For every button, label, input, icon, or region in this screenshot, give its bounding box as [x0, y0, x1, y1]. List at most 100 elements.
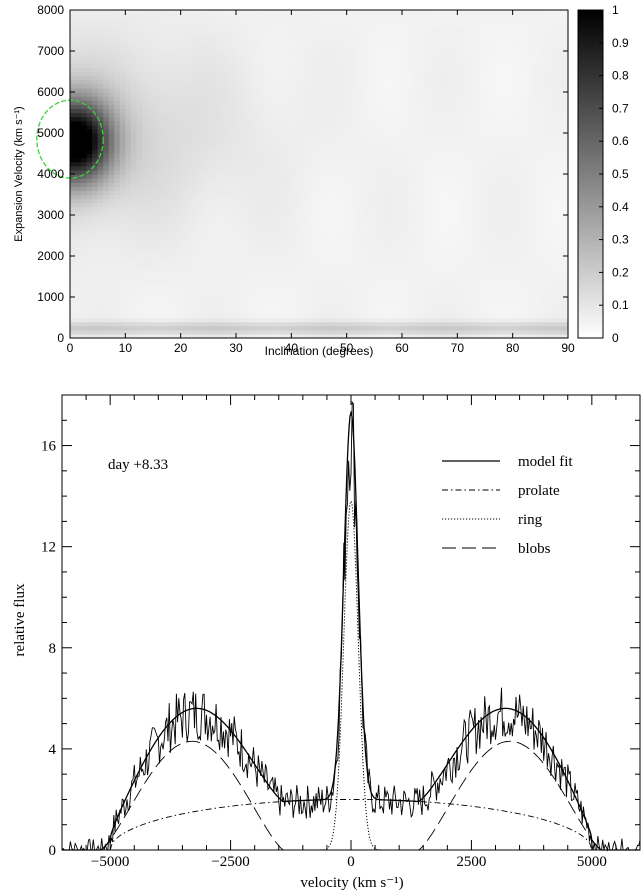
- heatmap-cell: [374, 59, 381, 64]
- heatmap-cell: [180, 190, 187, 196]
- heatmap-cell: [396, 120, 403, 126]
- heatmap-cell: [92, 51, 99, 56]
- heatmap-cell: [296, 247, 303, 253]
- heatmap-cell: [396, 22, 403, 27]
- heatmap-cell: [285, 243, 292, 249]
- heatmap-cell: [136, 264, 143, 269]
- heatmap-cell: [202, 63, 209, 68]
- heatmap-cell: [158, 63, 165, 68]
- heatmap-cell: [191, 96, 198, 101]
- heatmap-cell: [230, 87, 237, 93]
- heatmap-cell: [263, 71, 270, 77]
- heatmap-cell: [81, 321, 88, 327]
- heatmap-cell: [396, 174, 403, 179]
- heatmap-cell: [186, 108, 193, 114]
- heatmap-cell: [285, 251, 292, 257]
- heatmap-cell: [241, 206, 248, 212]
- heatmap-cell: [252, 157, 259, 163]
- heatmap-cell: [213, 75, 220, 81]
- heatmap-cell: [186, 79, 193, 85]
- heatmap-cell: [263, 22, 270, 27]
- heatmap-cell: [224, 46, 232, 52]
- heatmap-cell: [247, 227, 254, 232]
- heatmap-cell: [352, 194, 359, 200]
- heatmap-cell: [213, 256, 220, 261]
- heatmap-cell: [186, 26, 193, 32]
- heatmap-cell: [402, 256, 409, 261]
- heatmap-cell: [413, 182, 420, 187]
- heatmap-cell: [97, 133, 104, 138]
- heatmap-cell: [390, 219, 398, 224]
- heatmap-cell: [302, 34, 309, 40]
- heatmap-cell: [252, 268, 259, 273]
- heatmap-cell: [269, 210, 276, 216]
- heatmap-cell: [319, 227, 326, 232]
- heatmap-cell: [385, 120, 392, 126]
- heatmap-cell: [219, 75, 226, 81]
- heatmap-cell: [175, 288, 182, 294]
- heatmap-cell: [119, 87, 126, 93]
- heatmap-cell: [75, 96, 82, 101]
- heatmap-cell: [208, 87, 215, 93]
- heatmap-cell: [379, 198, 386, 204]
- heatmap-cell: [379, 165, 386, 171]
- heatmap-cell: [202, 268, 209, 273]
- heatmap-cell: [335, 128, 342, 134]
- heatmap-cell: [368, 34, 375, 40]
- heatmap-cell: [241, 104, 248, 109]
- heatmap-cell: [352, 18, 359, 23]
- heatmap-cell: [258, 63, 265, 68]
- heatmap-cell: [313, 309, 320, 314]
- heatmap-cell: [413, 219, 420, 224]
- heatmap-cell: [191, 92, 198, 97]
- heatmap-cell: [368, 153, 375, 159]
- heatmap-cell: [175, 67, 182, 73]
- heatmap-cell: [230, 96, 237, 101]
- heatmap-cell: [81, 128, 88, 134]
- heatmap-cell: [175, 325, 182, 331]
- heatmap-cell: [130, 256, 137, 261]
- heatmap-cell: [390, 83, 398, 89]
- heatmap-cell: [402, 215, 409, 220]
- heatmap-cell: [130, 297, 137, 302]
- heatmap-cell: [368, 96, 375, 101]
- heatmap-cell: [219, 198, 226, 204]
- heatmap-cell: [379, 79, 386, 85]
- heatmap-cell: [119, 137, 126, 142]
- heatmap-cell: [141, 169, 149, 175]
- heatmap-cell: [396, 260, 403, 265]
- heatmap-cell: [191, 247, 198, 253]
- heatmap-cell: [147, 256, 154, 261]
- heatmap-cell: [241, 83, 248, 89]
- heatmap-cell: [81, 96, 88, 101]
- heatmap-cell: [141, 100, 149, 105]
- heatmap-cell: [324, 161, 331, 167]
- heatmap-cell: [274, 301, 281, 306]
- heatmap-cell: [141, 317, 149, 323]
- heatmap-cell: [141, 149, 149, 155]
- heatmap-cell: [302, 239, 309, 245]
- heatmap-cell: [213, 325, 220, 331]
- heatmap-cell: [213, 59, 220, 64]
- heatmap-cell: [319, 75, 326, 81]
- heatmap-cell: [379, 313, 386, 319]
- heatmap-cell: [219, 169, 226, 175]
- heatmap-cell: [119, 251, 126, 257]
- heatmap-cell: [202, 75, 209, 81]
- heatmap-cell: [197, 206, 204, 212]
- heatmap-cell: [108, 325, 115, 331]
- heatmap-cell: [219, 333, 226, 339]
- heatmap-cell: [191, 75, 198, 81]
- heatmap-cell: [197, 260, 204, 265]
- heatmap-cell: [141, 272, 149, 278]
- heatmap-cell: [236, 59, 243, 64]
- heatmap-cell: [396, 38, 403, 44]
- heatmap-cell: [136, 108, 143, 114]
- heatmap-cell: [169, 321, 176, 327]
- heatmap-cell: [280, 71, 287, 77]
- heatmap-cell: [153, 243, 160, 249]
- heatmap-cell: [363, 112, 370, 118]
- heatmap-cell: [125, 63, 132, 68]
- heatmap-cell: [241, 71, 248, 77]
- heatmap-cell: [357, 333, 364, 339]
